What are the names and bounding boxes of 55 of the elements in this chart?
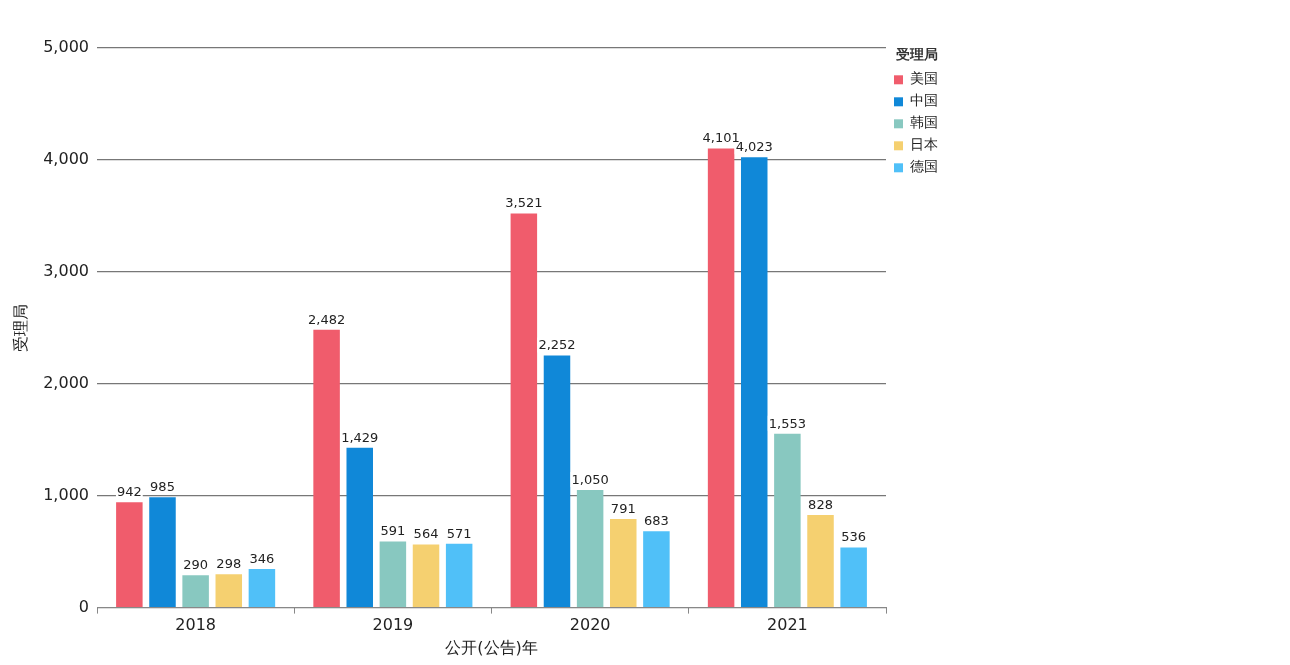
data-label: 828	[808, 496, 833, 512]
bar	[840, 547, 867, 607]
data-label: 1,050	[571, 471, 609, 487]
bar	[215, 574, 243, 607]
bar	[248, 568, 276, 607]
legend-label: 中国	[910, 92, 938, 109]
bar	[445, 543, 473, 607]
bar	[643, 531, 670, 607]
data-label: 298	[216, 556, 242, 572]
y-tick-label: 0	[78, 596, 89, 616]
data-label: 564	[413, 526, 439, 542]
bar	[313, 329, 340, 607]
y-tick-label: 3,000	[43, 261, 89, 280]
legend-label: 日本	[910, 136, 938, 153]
bar	[740, 157, 768, 607]
data-label: 290	[183, 557, 209, 573]
data-label: 2,482	[307, 311, 346, 327]
data-label: 683	[643, 513, 669, 529]
bar	[149, 497, 176, 607]
y-tick-label: 5,000	[43, 37, 89, 57]
legend-label: 德国	[910, 158, 938, 175]
data-label: 985	[150, 479, 175, 495]
bar	[116, 502, 143, 607]
data-label: 2,252	[538, 337, 576, 353]
legend-label: 美国	[910, 70, 938, 87]
x-tick-label: 2018	[175, 615, 216, 635]
bar	[774, 433, 801, 607]
data-label: 1,553	[768, 415, 806, 431]
bar	[807, 514, 834, 607]
x-tick-label: 2021	[767, 615, 808, 635]
bar	[510, 213, 538, 607]
bar	[576, 490, 604, 607]
data-label: 791	[610, 500, 636, 516]
y-tick-label: 4,000	[43, 149, 89, 169]
bar	[543, 355, 571, 607]
bar	[379, 541, 407, 607]
y-axis-title: 受理局	[10, 303, 30, 352]
data-label: 346	[249, 550, 275, 566]
data-label: 591	[380, 523, 406, 539]
y-tick-label: 1,000	[43, 484, 89, 504]
data-label: 571	[446, 525, 472, 541]
legend-label: 韩国	[910, 114, 938, 131]
bar	[412, 544, 440, 607]
bar	[182, 575, 209, 607]
x-tick-label: 2020	[569, 615, 611, 635]
data-label: 536	[841, 529, 867, 545]
data-label: 1,429	[341, 429, 379, 445]
y-tick-label: 2,000	[43, 372, 89, 392]
bar	[346, 447, 373, 607]
bar	[610, 519, 637, 607]
bar	[707, 148, 735, 607]
x-tick-label: 2019	[372, 615, 414, 635]
x-axis-title: 公开(公告)年	[445, 637, 538, 657]
data-label: 3,521	[505, 195, 543, 211]
data-label: 942	[116, 484, 142, 500]
